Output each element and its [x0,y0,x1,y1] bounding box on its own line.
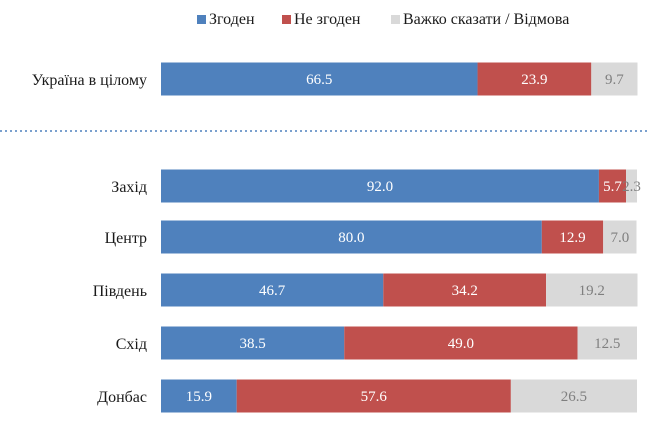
legend-swatch-3 [391,15,400,24]
value-label-5-3: 12.5 [594,336,620,352]
bar-2-1 [161,169,599,203]
legend-label-3: Важко сказати / Відмова [403,11,569,28]
value-label-6-3: 26.5 [561,389,587,405]
value-label-1-3: 9.7 [605,72,624,88]
category-label-6: Донбас [97,389,147,406]
bar-4-2 [383,273,547,307]
legend: Згоден Не згоден Важко сказати / Відмова [197,11,569,28]
category-label-5: Схід [116,336,147,353]
value-label-2-2: 5.7 [603,179,622,195]
bar-4-1 [161,273,384,307]
legend-label-2: Не згоден [294,11,361,28]
bar-1-2 [477,62,592,96]
value-label-3-3: 7.0 [610,230,629,246]
bar-1-1 [161,62,478,96]
value-label-4-3: 19.2 [579,283,605,299]
bar-5-1 [161,326,345,360]
bar-2-3 [626,169,637,203]
value-label-4-1: 46.7 [259,283,286,299]
legend-label-1: Згоден [209,11,255,28]
bar-2-2 [598,169,627,203]
category-label-2: Захід [111,179,147,196]
value-label-2-1: 92.0 [367,179,393,195]
category-label-4: Південь [93,283,147,300]
bar-6-2 [236,379,511,413]
bar-1-3 [591,62,638,96]
bar-6-3 [510,379,637,413]
category-labels: Україна в цілому Захід Центр Південь Схід Дон… [32,72,147,406]
value-label-2-3: 2.3 [622,179,641,195]
value-label-3-1: 80.0 [338,230,364,246]
bar-5-2 [344,326,578,360]
bar-4-3 [546,273,638,307]
value-label-5-1: 38.5 [240,336,266,352]
category-label-3: Центр [105,230,147,247]
value-label-5-2: 49.0 [448,336,474,352]
value-label-1-1: 66.5 [306,72,332,88]
legend-swatch-1 [197,15,206,24]
value-label-4-2: 34.2 [452,283,478,299]
value-label-6-1: 15.9 [186,389,212,405]
bar-3-3 [603,220,637,254]
legend-swatch-2 [282,15,291,24]
bar-5-3 [577,326,637,360]
bar-3-2 [541,220,604,254]
value-label-6-2: 57.6 [361,389,388,405]
value-label-1-2: 23.9 [521,72,547,88]
bar-3-1 [161,220,542,254]
category-label-1: Україна в цілому [32,72,147,89]
bars: 66.5 23.9 9.7 92.0 5.7 2.3 80.0 12.9 7.0 46.7 34.2… [161,62,641,413]
bar-6-1 [161,379,237,413]
value-label-3-2: 12.9 [559,230,585,246]
